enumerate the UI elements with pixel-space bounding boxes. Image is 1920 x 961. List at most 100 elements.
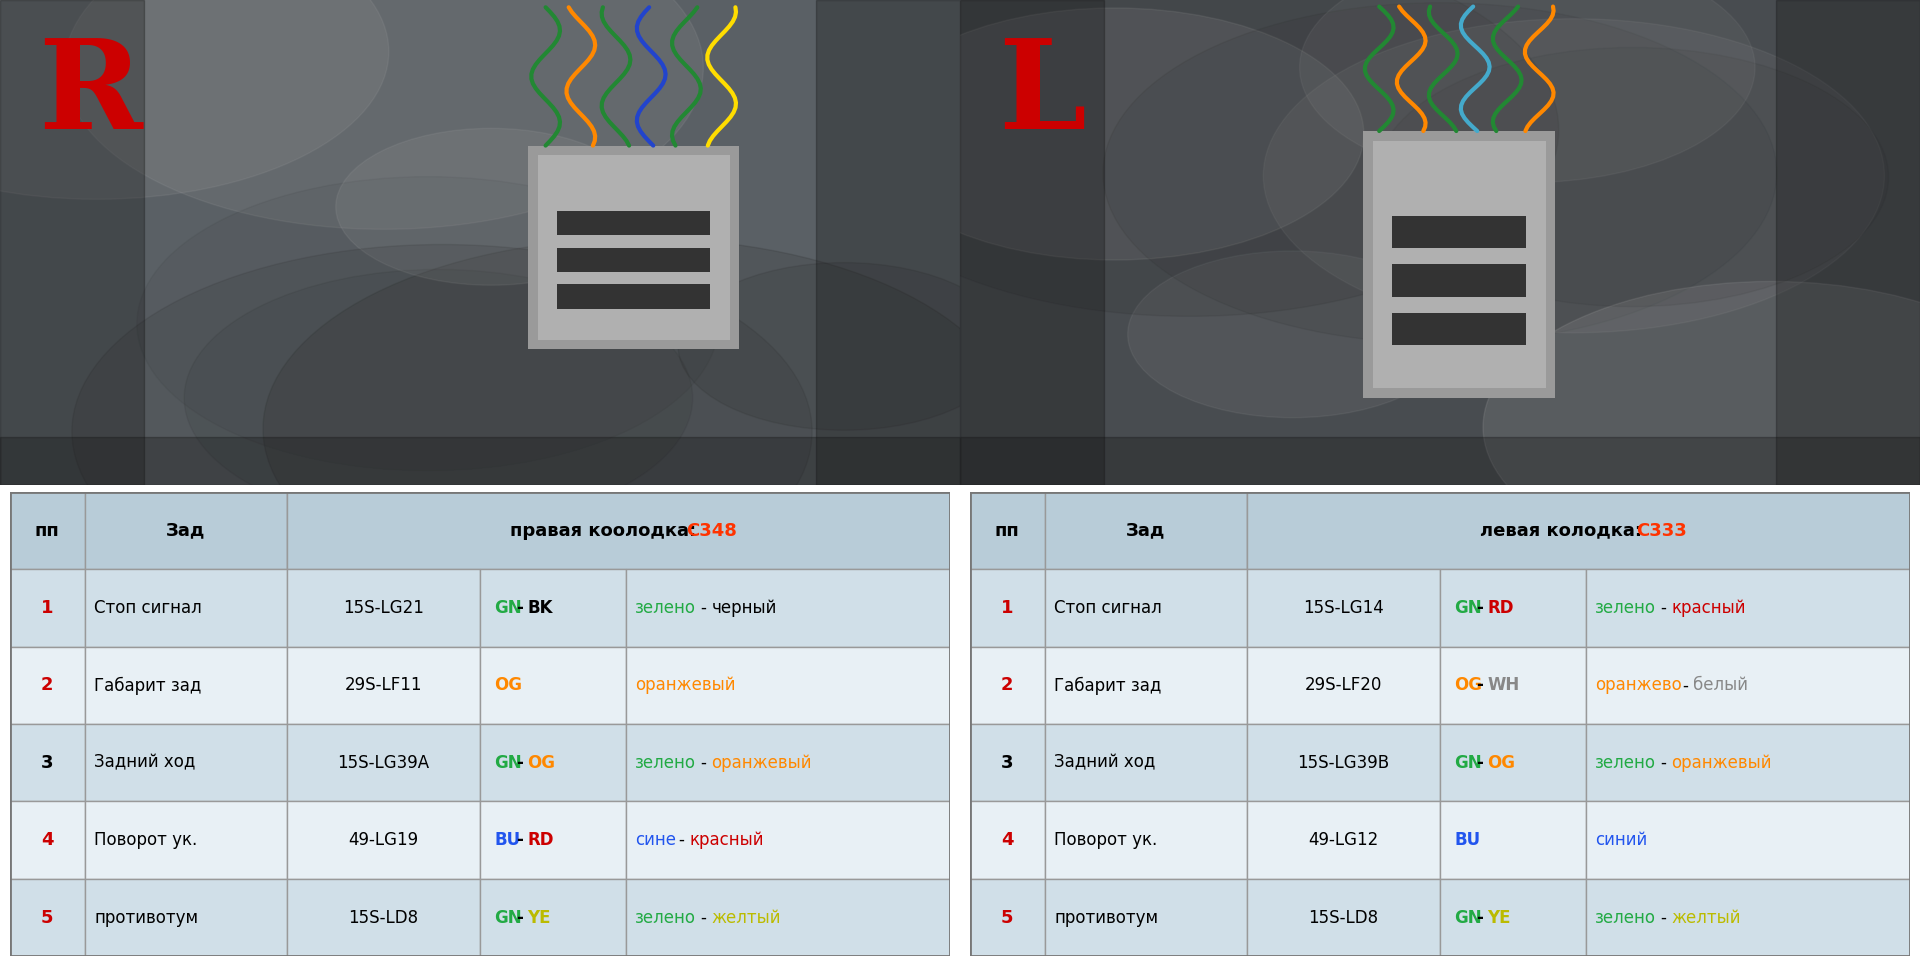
Text: оранжево: оранжево (1596, 677, 1682, 695)
Text: 15S-LD8: 15S-LD8 (1309, 908, 1379, 926)
Text: оранжевый: оранжевый (710, 753, 812, 772)
Text: 1: 1 (40, 599, 54, 617)
Bar (970, 725, 1044, 801)
Circle shape (866, 8, 1363, 260)
Text: 5: 5 (1000, 908, 1014, 926)
Bar (1440, 725, 1586, 801)
Text: OG: OG (495, 677, 522, 695)
Text: С333: С333 (1636, 522, 1686, 540)
Bar (10, 878, 84, 956)
Text: OG: OG (528, 753, 555, 772)
Text: YE: YE (1488, 908, 1511, 926)
Text: Зад: Зад (1127, 522, 1165, 540)
Bar (1776, 0, 1920, 485)
Bar (1586, 569, 1910, 647)
Bar (288, 801, 480, 878)
Text: BU: BU (495, 831, 520, 850)
Text: красный: красный (1670, 599, 1745, 617)
Text: RD: RD (1488, 599, 1513, 617)
Bar (1044, 569, 1248, 647)
Bar (1586, 647, 1910, 725)
Bar (10, 569, 84, 647)
Text: -: - (701, 908, 707, 926)
Text: Стоп сигнал: Стоп сигнал (94, 599, 202, 617)
Text: пп: пп (995, 522, 1020, 540)
Text: BU: BU (1455, 831, 1480, 850)
Text: GN: GN (1455, 753, 1482, 772)
Text: синий: синий (1596, 831, 1647, 850)
Bar (288, 725, 480, 801)
Bar (1248, 801, 1440, 878)
Bar (626, 878, 950, 956)
Text: -: - (678, 831, 685, 850)
Bar (1440, 878, 1586, 956)
Bar (626, 801, 950, 878)
Text: -: - (516, 599, 522, 617)
Circle shape (63, 0, 703, 230)
Bar (84, 492, 288, 569)
Bar (84, 569, 288, 647)
Text: 15S-LG39A: 15S-LG39A (338, 753, 430, 772)
Text: сине: сине (636, 831, 676, 850)
Circle shape (71, 244, 812, 619)
Text: 29S-LF20: 29S-LF20 (1306, 677, 1382, 695)
Circle shape (1377, 47, 1889, 307)
Text: 15S-LG39B: 15S-LG39B (1298, 753, 1390, 772)
Text: 49-LG12: 49-LG12 (1308, 831, 1379, 850)
Text: YE: YE (528, 908, 551, 926)
Text: -: - (1476, 753, 1482, 772)
Text: -: - (516, 831, 522, 850)
Text: OG: OG (1455, 677, 1482, 695)
Bar (1586, 878, 1910, 956)
Text: зелено: зелено (1596, 753, 1657, 772)
Text: BK: BK (528, 599, 553, 617)
Text: GN: GN (495, 908, 522, 926)
Bar (1363, 131, 1555, 398)
Text: 4: 4 (40, 831, 54, 850)
Text: зелено: зелено (1596, 599, 1657, 617)
Text: Габарит зад: Габарит зад (1054, 677, 1162, 695)
Bar (970, 647, 1044, 725)
Text: белый: белый (1693, 677, 1747, 695)
Text: -: - (1661, 599, 1667, 617)
Bar (970, 492, 1044, 569)
Text: OG: OG (1488, 753, 1515, 772)
Bar (1248, 569, 1440, 647)
Text: R: R (38, 34, 142, 155)
Text: 1: 1 (1000, 599, 1014, 617)
Bar (1392, 264, 1526, 297)
Text: Задний ход: Задний ход (1054, 753, 1156, 772)
Text: зелено: зелено (636, 908, 697, 926)
Circle shape (1127, 251, 1457, 418)
Text: GN: GN (1455, 599, 1482, 617)
Bar (1586, 492, 1910, 569)
Text: черный: черный (710, 599, 778, 617)
Circle shape (336, 129, 647, 285)
Text: 15S-LG21: 15S-LG21 (344, 599, 424, 617)
Text: Поворот ук.: Поворот ук. (94, 831, 198, 850)
Bar (10, 492, 84, 569)
Bar (1044, 647, 1248, 725)
Bar (288, 878, 480, 956)
Bar (528, 145, 739, 350)
Bar (0, 436, 960, 485)
Bar (1586, 801, 1910, 878)
Bar (1044, 801, 1248, 878)
Text: -: - (1476, 599, 1482, 617)
Text: левая колодка:: левая колодка: (1480, 522, 1649, 540)
Bar (288, 492, 480, 569)
Text: 5: 5 (40, 908, 54, 926)
Bar (1248, 725, 1440, 801)
Bar (10, 647, 84, 725)
Circle shape (0, 0, 388, 199)
Bar (626, 492, 950, 569)
Circle shape (1482, 282, 1920, 573)
Text: правая коолодка:: правая коолодка: (511, 522, 703, 540)
Bar (1440, 492, 1586, 569)
Text: -: - (516, 753, 522, 772)
Bar (1440, 569, 1586, 647)
Bar (816, 0, 960, 485)
Text: зелено: зелено (1596, 908, 1657, 926)
Bar (970, 569, 1044, 647)
Bar (1044, 878, 1248, 956)
